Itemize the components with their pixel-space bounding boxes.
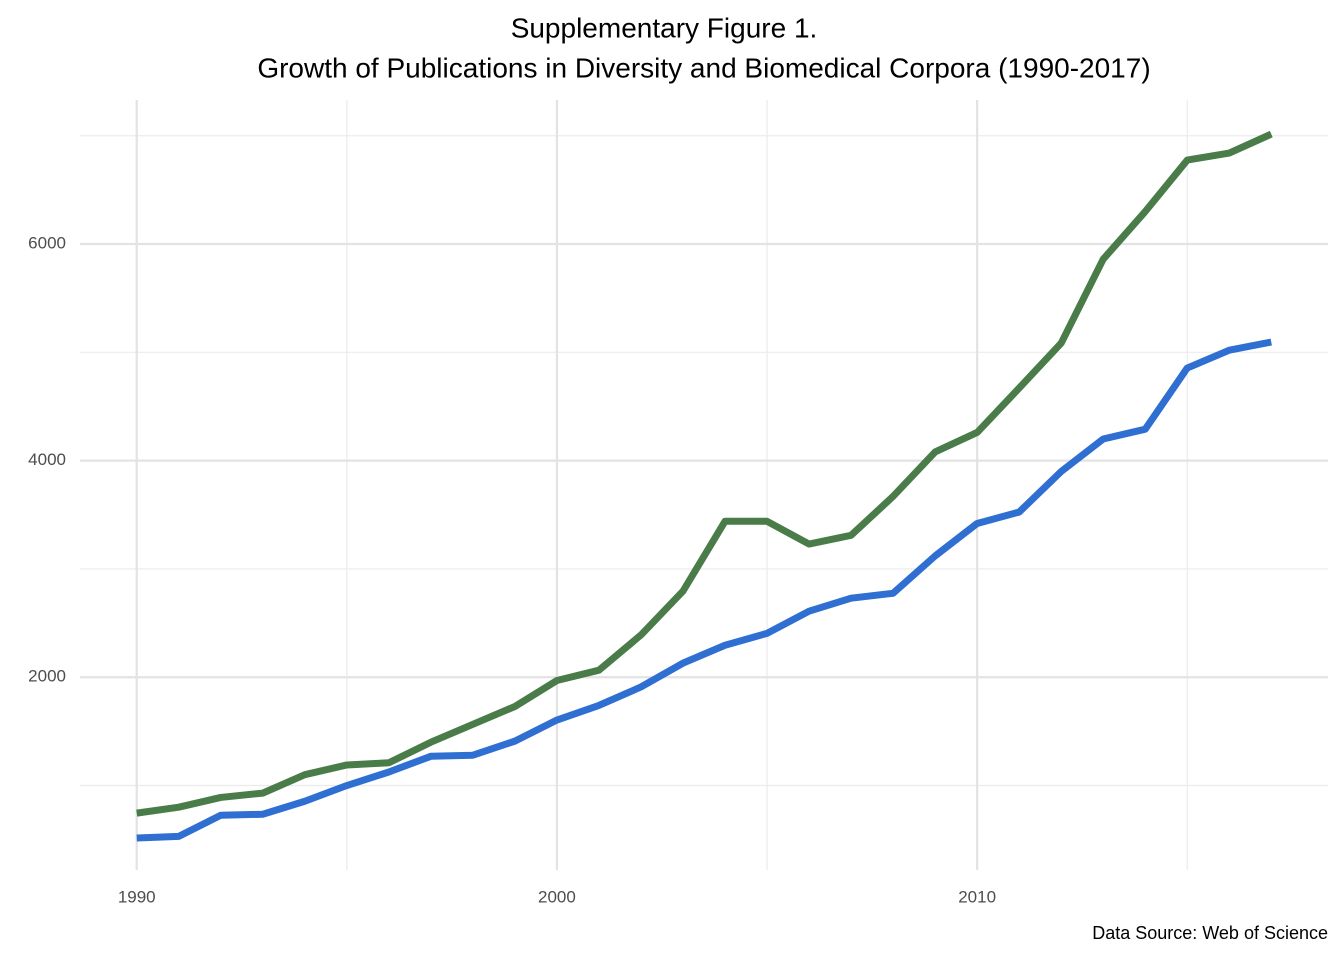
x-tick-label: 1990 [118, 887, 156, 906]
series-line [136, 130, 1273, 817]
series-line [136, 338, 1272, 842]
x-tick-label: 2010 [958, 887, 996, 906]
x-tick-label: 2000 [538, 887, 576, 906]
y-tick-label: 6000 [28, 234, 66, 253]
y-tick-label: 4000 [28, 450, 66, 469]
y-tick-label: 2000 [28, 667, 66, 686]
chart-subtitle: Growth of Publications in Diversity and … [257, 52, 1150, 83]
chart-title: Supplementary Figure 1. [511, 12, 818, 43]
caption: Data Source: Web of Science [1092, 923, 1328, 943]
